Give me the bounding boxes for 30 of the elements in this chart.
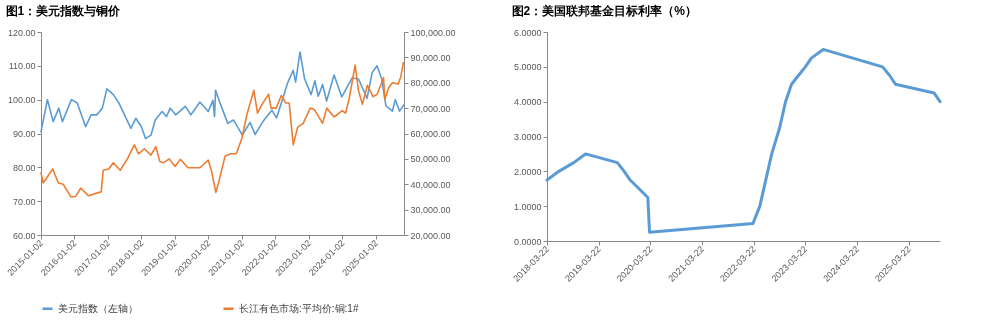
y2-tick-label: 40,000.00: [410, 179, 451, 190]
line-series: [40, 51, 405, 140]
y-tick-label: 2.0000: [513, 166, 542, 177]
y2-tick-label: 50,000.00: [410, 154, 451, 165]
y-tick-label: 5.0000: [513, 62, 542, 73]
y-tick-label: 1.0000: [513, 201, 542, 212]
y-tick-label: 0.0000: [513, 236, 542, 247]
y-tick-label: 80.00: [12, 162, 36, 173]
y-tick-label: 110.00: [8, 61, 36, 72]
y2-tick-label: 100,000.00: [410, 27, 456, 38]
y-tick-label: 90.00: [12, 129, 36, 139]
y2-tick-label: 90,000.00: [410, 52, 451, 63]
y2-tick-label: 80,000.00: [410, 78, 451, 89]
chart-title: 图1：美元指数与铜价: [5, 4, 122, 18]
legend-label: 长江有色市场:平均价:铜:1#: [239, 302, 359, 314]
chart-title: 图2：美国联邦基金目标利率（%）: [511, 4, 697, 18]
legend-label: 美元指数（左轴）: [58, 302, 138, 314]
line-series: [545, 47, 942, 234]
y-tick-label: 4.0000: [513, 97, 542, 108]
y-tick-label: 3.0000: [513, 132, 542, 142]
y-tick-label: 70.00: [12, 196, 36, 207]
y-tick-label: 60.00: [12, 230, 36, 241]
y2-tick-label: 70,000.00: [410, 103, 451, 114]
line-series: [40, 61, 405, 198]
y2-tick-label: 20,000.00: [410, 230, 451, 241]
y-tick-label: 6.0000: [513, 27, 542, 38]
y-tick-label: 100.00: [7, 95, 36, 106]
y2-tick-label: 30,000.00: [410, 205, 451, 216]
y2-tick-label: 60,000.00: [410, 129, 451, 139]
y-tick-label: 120.00: [7, 27, 36, 38]
